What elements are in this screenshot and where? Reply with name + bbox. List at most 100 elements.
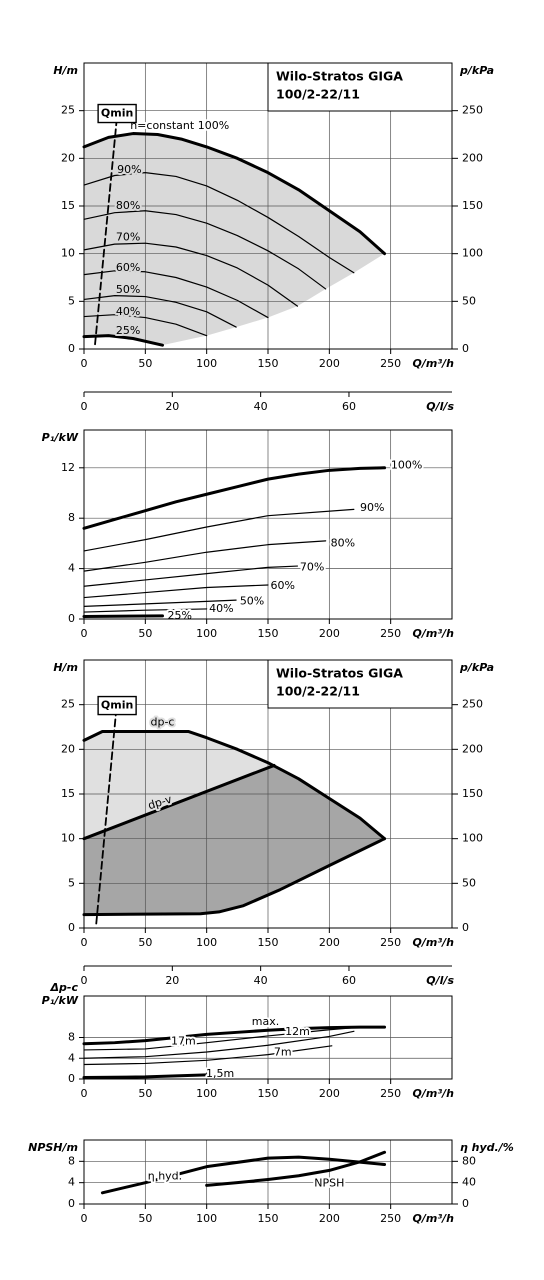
curve	[83, 210, 327, 290]
x-tick-label: 50	[138, 936, 152, 949]
x-tick-label: 200	[319, 936, 340, 949]
curve-label: max.	[252, 1015, 279, 1028]
plot-frame	[83, 1139, 453, 1205]
curve	[83, 599, 237, 607]
curve-label: 70%	[300, 560, 324, 573]
y2-tick-label: 250	[462, 104, 483, 117]
y-tick-label: 15	[61, 787, 75, 800]
x-tick-label: 50	[138, 1212, 152, 1225]
y-axis-label: Δp-c	[50, 981, 79, 994]
y-tick-label: 15	[61, 199, 75, 212]
curve-label: NPSH	[314, 1177, 344, 1190]
x2-tick-label: 40	[254, 974, 268, 987]
curve	[83, 565, 299, 587]
x-tick-label: 100	[196, 357, 217, 370]
y-tick-label: 5	[68, 294, 75, 307]
y-axis-label: P₁/kW	[42, 431, 79, 444]
y-tick-label: 20	[61, 151, 75, 164]
y2-axis-label: p/kPa	[459, 661, 494, 674]
x-tick-label: 50	[138, 627, 152, 640]
curve	[83, 242, 299, 307]
x-tick-label: 100	[196, 627, 217, 640]
curve	[82, 1025, 387, 1046]
y-tick-label: 25	[61, 104, 75, 117]
x-tick-label: 150	[258, 936, 279, 949]
x-tick-label: 0	[81, 357, 88, 370]
curve	[82, 1073, 209, 1079]
curve	[82, 729, 387, 841]
x2-tick-label: 20	[165, 400, 179, 413]
x2-axis-label: Q/l/s	[426, 400, 454, 413]
plot-frame	[83, 429, 453, 620]
x2-tick-label: 0	[81, 974, 88, 987]
x-tick-label: 50	[138, 1087, 152, 1100]
x-tick-label: 250	[380, 936, 401, 949]
curve	[83, 295, 237, 328]
y-tick-label: 0	[68, 921, 75, 934]
y-tick-label: 20	[61, 742, 75, 755]
curve-label: 60%	[116, 261, 140, 274]
x2-tick-label: 60	[342, 974, 356, 987]
plot-frame	[83, 995, 453, 1080]
curve	[83, 1045, 333, 1066]
y-tick-label: 25	[61, 698, 75, 711]
y-tick-label: 4	[68, 562, 75, 575]
curve	[205, 1150, 387, 1187]
y2-tick-label: 200	[462, 151, 483, 164]
curve	[83, 584, 269, 599]
chart-title: 100/2-22/11	[276, 684, 360, 699]
y2-tick-label: 0	[462, 921, 469, 934]
y-tick-label: 10	[61, 247, 75, 260]
y-tick-label: 0	[68, 1197, 75, 1210]
curve-label: 25%	[116, 324, 140, 337]
plot-frame	[83, 659, 453, 929]
curve	[83, 540, 327, 572]
y-axis-label: H/m	[53, 661, 78, 674]
curve-label: 60%	[270, 579, 294, 592]
x-tick-label: 0	[81, 1087, 88, 1100]
x2-tick-label: 60	[342, 400, 356, 413]
curve	[82, 837, 387, 917]
x-tick-label: 200	[319, 357, 340, 370]
curve-label: 90%	[360, 501, 384, 514]
x-axis-label: Q/m³/h	[413, 357, 455, 370]
x-tick-label: 100	[196, 1087, 217, 1100]
curve-label: n=constant 100%	[130, 119, 229, 132]
y-tick-label: 0	[68, 342, 75, 355]
chart-title: 100/2-22/11	[276, 87, 360, 102]
curve-label: 25%	[167, 609, 191, 622]
x-tick-label: 100	[196, 1212, 217, 1225]
y2-tick-label: 100	[462, 832, 483, 845]
curve	[82, 614, 165, 618]
curve	[82, 334, 165, 347]
x2-tick-label: 40	[254, 400, 268, 413]
curve-label: 1,5m	[206, 1067, 234, 1080]
curve-label: 50%	[116, 283, 140, 296]
chart-title: Wilo-Stratos GIGA	[276, 69, 403, 84]
curve	[83, 314, 208, 337]
x-axis-label: Q/m³/h	[413, 936, 455, 949]
operating-area	[84, 133, 385, 346]
x-tick-label: 250	[380, 1212, 401, 1225]
y-tick-label: 5	[68, 876, 75, 889]
curve-label: 12m	[285, 1025, 310, 1038]
x2-tick-label: 0	[81, 400, 88, 413]
x-tick-label: 0	[81, 1212, 88, 1225]
y2-tick-label: 150	[462, 787, 483, 800]
y-axis-label: H/m	[53, 64, 78, 77]
y-axis-label: P₁/kW	[42, 994, 79, 1007]
x-tick-label: 250	[380, 1087, 401, 1100]
x-tick-label: 150	[258, 627, 279, 640]
x-tick-label: 0	[81, 627, 88, 640]
x-tick-label: 100	[196, 936, 217, 949]
y2-tick-label: 200	[462, 742, 483, 755]
y-tick-label: 8	[68, 511, 75, 524]
x-axis-label: Q/m³/h	[413, 627, 455, 640]
curve-label: dp-c	[151, 716, 175, 729]
curve-label: 40%	[209, 602, 233, 615]
y2-tick-label: 0	[462, 342, 469, 355]
y2-tick-label: 40	[462, 1176, 476, 1189]
y-tick-label: 0	[68, 612, 75, 625]
y-tick-label: 12	[61, 461, 75, 474]
curve	[100, 1155, 387, 1195]
